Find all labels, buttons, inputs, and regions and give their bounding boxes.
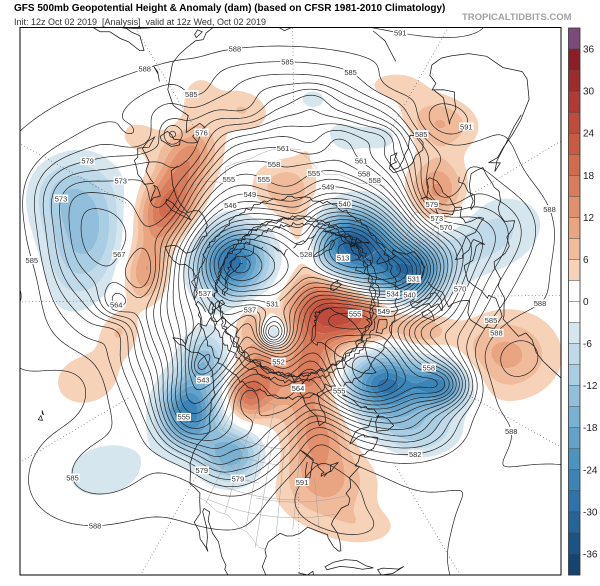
svg-text:24: 24 [583,129,595,140]
svg-text:0: 0 [583,297,589,308]
svg-text:585: 585 [415,130,428,139]
svg-text:573: 573 [114,176,127,185]
svg-text:558: 558 [358,169,371,178]
svg-text:579: 579 [426,200,439,209]
svg-text:579: 579 [232,474,245,483]
svg-text:-24: -24 [583,465,598,476]
svg-text:564: 564 [110,300,123,309]
svg-text:585: 585 [485,316,498,325]
svg-text:555: 555 [349,310,362,319]
svg-text:588: 588 [490,329,503,338]
svg-text:543: 543 [197,376,210,385]
svg-text:573: 573 [55,194,68,203]
svg-text:-12: -12 [583,381,598,392]
svg-text:534: 534 [386,290,399,299]
svg-text:570: 570 [440,223,453,232]
svg-text:-6: -6 [583,339,592,350]
svg-text:588: 588 [534,299,547,308]
svg-text:561: 561 [355,157,368,166]
svg-text:588: 588 [138,65,151,74]
svg-text:573: 573 [431,214,444,223]
svg-text:588: 588 [505,427,518,436]
svg-text:-18: -18 [583,423,598,434]
svg-text:549: 549 [244,190,257,199]
svg-text:36: 36 [583,45,595,56]
svg-text:549: 549 [377,307,390,316]
svg-text:549: 549 [322,183,335,192]
svg-text:591: 591 [460,122,473,131]
svg-text:588: 588 [543,205,556,214]
svg-text:558: 558 [368,176,381,185]
svg-text:30: 30 [583,87,595,98]
svg-text:555: 555 [333,386,346,395]
svg-text:6: 6 [583,255,589,266]
svg-text:552: 552 [272,357,285,366]
svg-text:513: 513 [337,254,350,263]
svg-text:531: 531 [407,275,420,284]
svg-text:588: 588 [229,45,242,54]
svg-text:588: 588 [89,521,102,530]
svg-text:537: 537 [199,289,212,298]
svg-text:591: 591 [394,29,407,38]
svg-text:546: 546 [224,201,237,210]
svg-text:579: 579 [196,466,209,475]
svg-text:591: 591 [296,478,309,487]
svg-text:570: 570 [454,284,467,293]
svg-text:567: 567 [113,250,126,259]
svg-text:537: 537 [244,305,257,314]
svg-text:582: 582 [409,450,422,459]
svg-text:540: 540 [338,200,351,209]
svg-text:555: 555 [258,175,271,184]
svg-text:564: 564 [292,384,305,393]
svg-text:555: 555 [223,175,236,184]
svg-text:555: 555 [178,413,191,422]
svg-text:561: 561 [277,144,290,153]
svg-text:585: 585 [344,68,357,77]
svg-text:-30: -30 [583,507,598,518]
svg-text:18: 18 [583,171,595,182]
svg-text:585: 585 [185,90,198,99]
svg-text:585: 585 [26,256,39,265]
svg-text:585: 585 [66,473,79,482]
svg-text:-36: -36 [583,550,598,561]
svg-text:585: 585 [281,58,294,67]
svg-text:555: 555 [308,169,321,178]
svg-text:540: 540 [403,290,416,299]
svg-text:558: 558 [423,363,436,372]
svg-text:531: 531 [266,300,279,309]
svg-text:528: 528 [300,250,313,259]
svg-text:579: 579 [81,157,94,166]
svg-text:576: 576 [195,128,208,137]
svg-text:558: 558 [268,160,281,169]
svg-text:12: 12 [583,213,595,224]
